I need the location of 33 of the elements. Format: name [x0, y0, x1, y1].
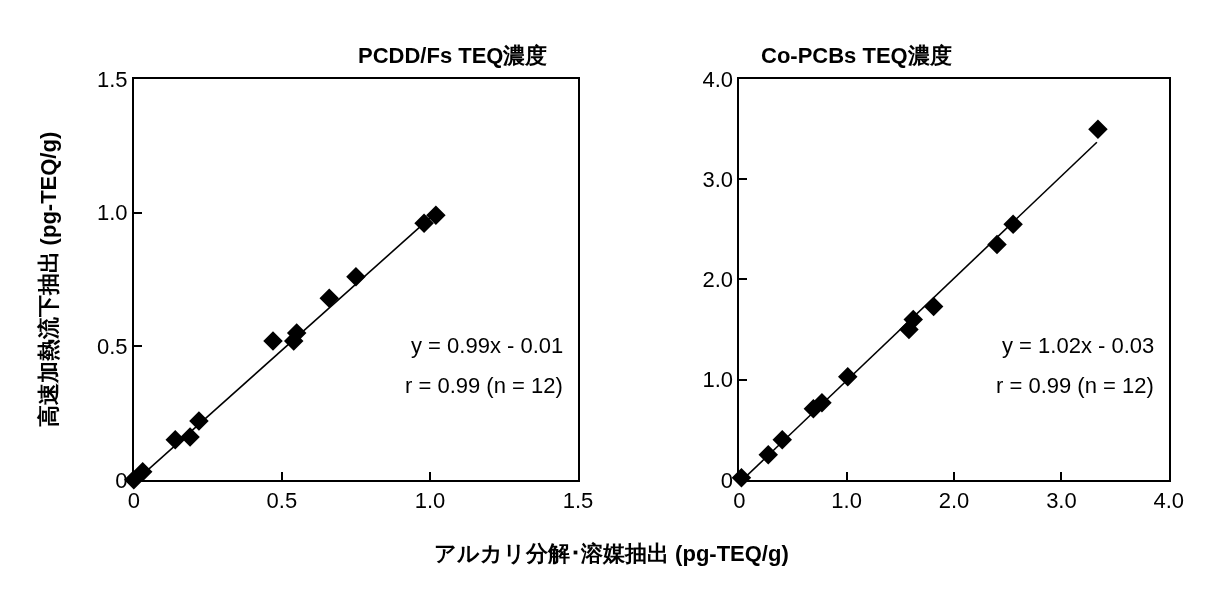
chart-title: PCDD/Fs TEQ濃度	[358, 43, 548, 68]
chart-title: Co-PCBs TEQ濃度	[761, 43, 952, 68]
annotation: y = 1.02x - 0.03	[1002, 333, 1155, 358]
x-tick-label: 1.5	[562, 488, 594, 514]
point	[263, 331, 283, 351]
x-tick-label: 1.0	[414, 488, 446, 514]
y-tick-label: 0	[115, 467, 128, 493]
point	[414, 213, 434, 234]
point	[987, 234, 1007, 255]
y-tick-label: 0.5	[96, 333, 128, 359]
y-tick-label: 1.5	[96, 66, 128, 92]
x-tick-label: 1.0	[831, 488, 862, 514]
annotation: y = 0.99x - 0.01	[411, 333, 564, 358]
point	[812, 392, 832, 413]
y-tick-label: 4.0	[702, 66, 734, 92]
x-axis-title: アルカリ分解･溶媒抽出 (pg-TEQ/g)	[434, 541, 789, 566]
y-tick-label: 2.0	[702, 267, 734, 293]
point	[319, 288, 340, 308]
y-axis-title: 高速加熱流下抽出 (pg-TEQ/g)	[35, 131, 61, 428]
point	[1088, 119, 1108, 139]
x-tick-label: 3.0	[1046, 488, 1077, 514]
x-tick-label: 0.5	[266, 488, 298, 514]
y-tick-label: 1.0	[96, 200, 128, 226]
point	[1003, 214, 1023, 235]
annotation: r = 0.99 (n = 12)	[405, 373, 563, 398]
y-tick-label: 3.0	[702, 166, 734, 192]
point	[426, 205, 446, 226]
y-tick-label: 0	[720, 467, 734, 493]
point	[837, 366, 858, 387]
x-tick-label: 4.0	[1153, 488, 1185, 514]
x-tick-label: 2.0	[938, 488, 970, 514]
y-tick-label: 1.0	[702, 367, 734, 393]
annotation: r = 0.99 (n = 12)	[996, 373, 1154, 398]
